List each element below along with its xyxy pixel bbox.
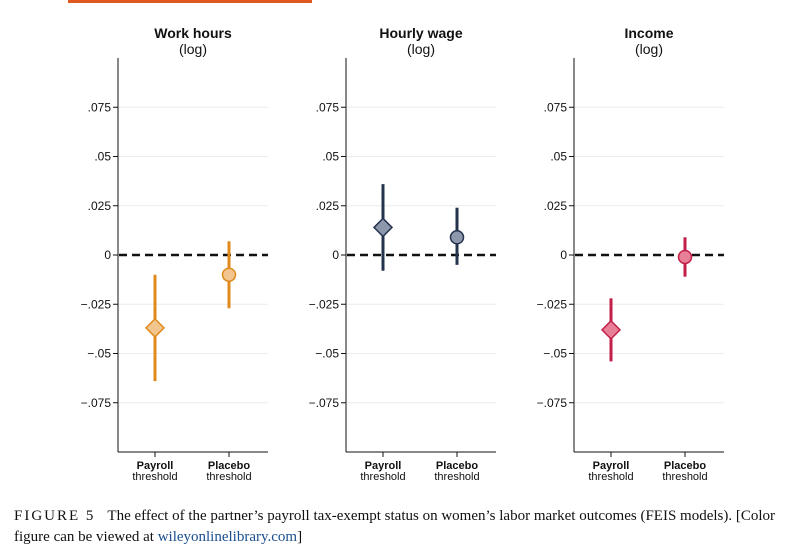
- x-tick-label-line2: threshold: [434, 471, 479, 483]
- point-estimate-diamond: [600, 319, 622, 340]
- y-tick-label: .075: [88, 100, 112, 114]
- y-tick-label: −.025: [81, 297, 112, 311]
- y-tick-label: −.05: [87, 347, 111, 361]
- x-tick-label-line1: Payroll: [137, 460, 174, 472]
- y-tick-label: −.025: [537, 297, 568, 311]
- panel-title: Income: [624, 25, 673, 41]
- x-tick-label-line1: Payroll: [365, 460, 402, 472]
- caption-link[interactable]: wileyonlinelibrary.com: [157, 529, 298, 545]
- panels: Work hours(log).075.05.0250−.025−.05−.07…: [81, 25, 724, 483]
- x-tick-label-line1: Placebo: [208, 460, 250, 472]
- x-tick-label-line1: Payroll: [593, 460, 630, 472]
- x-tick-label-line1: Placebo: [664, 460, 706, 472]
- y-tick-label: 0: [560, 248, 567, 262]
- x-tick-label-line2: threshold: [206, 471, 251, 483]
- y-tick-label: −.075: [309, 396, 340, 410]
- x-tick-label-line1: Placebo: [436, 460, 478, 472]
- y-tick-label: −.025: [309, 297, 340, 311]
- panel-work-hours: Work hours(log) .075 .05 .025 0 −.025 −.05 −.07…: [81, 25, 268, 483]
- point-estimate-circle: [221, 267, 237, 282]
- panel-title: Work hours: [154, 25, 232, 41]
- panel-subtitle: (log): [635, 41, 663, 57]
- panel-subtitle: (log): [179, 41, 207, 57]
- y-tick-label: −.05: [315, 347, 339, 361]
- y-tick-label: −.05: [543, 347, 567, 361]
- figure-label: FIGURE 5: [14, 508, 96, 524]
- y-tick-label: .05: [94, 150, 111, 164]
- y-tick-label: −.075: [537, 396, 568, 410]
- panel-income: Income(log) .075 .05 .025 0 −.025 −.05 −.075 Pay…: [537, 25, 724, 483]
- caption-text: The effect of the partner’s payroll tax-…: [14, 508, 776, 545]
- y-tick-label: 0: [332, 248, 339, 262]
- y-tick-label: .075: [544, 100, 568, 114]
- panel-subtitle: (log): [407, 41, 435, 57]
- y-tick-label: .075: [316, 100, 340, 114]
- x-tick-label-line2: threshold: [360, 471, 405, 483]
- y-tick-label: 0: [104, 248, 111, 262]
- figure-caption: FIGURE 5 The effect of the partner’s payr…: [14, 506, 794, 548]
- y-tick-label: .05: [322, 150, 339, 164]
- x-tick-label-line2: threshold: [132, 471, 177, 483]
- x-tick-label-line2: threshold: [662, 471, 707, 483]
- point-estimate-diamond: [144, 317, 166, 338]
- y-tick-label: −.075: [81, 396, 112, 410]
- point-estimate-circle: [449, 230, 465, 245]
- caption-end: ]: [297, 529, 303, 545]
- panel-title: Hourly wage: [379, 25, 462, 41]
- point-estimate-diamond: [372, 217, 394, 238]
- y-tick-label: .025: [316, 199, 340, 213]
- x-tick-label-line2: threshold: [588, 471, 633, 483]
- panel-hourly-wage: Hourly wage(log) .075 .05 .025 0 −.025 −.05 −.0…: [309, 25, 496, 483]
- y-tick-label: .05: [550, 150, 567, 164]
- y-tick-label: .025: [88, 199, 112, 213]
- y-tick-label: .025: [544, 199, 568, 213]
- top-banner: [68, 0, 312, 3]
- point-estimate-circle: [677, 249, 693, 265]
